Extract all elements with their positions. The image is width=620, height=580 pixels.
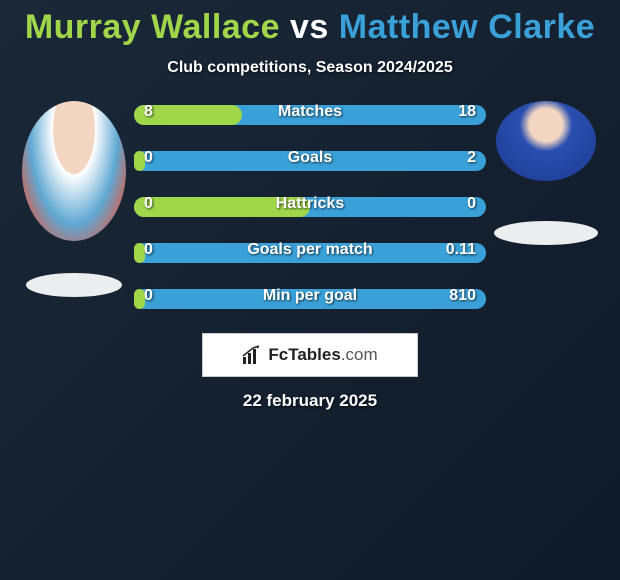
stat-label: Goals — [134, 149, 486, 167]
stat-value-right: 0.11 — [446, 241, 476, 259]
stat-label: Min per goal — [134, 287, 486, 305]
subtitle: Club competitions, Season 2024/2025 — [167, 59, 452, 77]
stat-row: 0Goals per match0.11 — [134, 241, 486, 265]
stat-value-right: 810 — [449, 287, 476, 305]
stat-label: Matches — [134, 103, 486, 121]
stat-row: 0Min per goal810 — [134, 287, 486, 311]
date-label: 22 february 2025 — [243, 391, 377, 411]
player2-shadow — [494, 221, 598, 245]
stat-label: Hattricks — [134, 195, 486, 213]
stat-label: Goals per match — [134, 241, 486, 259]
player2-avatar — [496, 101, 596, 181]
stat-value-right: 18 — [458, 103, 476, 121]
stat-value-right: 2 — [467, 149, 476, 167]
player1-avatar — [22, 101, 126, 241]
source-logo: FcTables.com — [202, 333, 418, 377]
logo-tld: .com — [341, 345, 378, 364]
player1-shadow — [26, 273, 122, 297]
logo-brand: FcTables — [268, 345, 340, 364]
chart-icon — [242, 345, 262, 365]
stats-column: 8Matches180Goals20Hattricks00Goals per m… — [134, 99, 486, 311]
stat-value-right: 0 — [467, 195, 476, 213]
logo-text: FcTables.com — [268, 345, 377, 365]
player1-name: Murray Wallace — [25, 8, 280, 46]
player2-name: Matthew Clarke — [339, 8, 595, 46]
main-row: 8Matches180Goals20Hattricks00Goals per m… — [0, 99, 620, 311]
player1-side — [14, 99, 134, 297]
comparison-title: Murray Wallace vs Matthew Clarke — [25, 8, 595, 47]
vs-label: vs — [290, 8, 329, 46]
stat-row: 0Hattricks0 — [134, 195, 486, 219]
stat-row: 8Matches18 — [134, 103, 486, 127]
player2-side — [486, 99, 606, 245]
stat-row: 0Goals2 — [134, 149, 486, 173]
